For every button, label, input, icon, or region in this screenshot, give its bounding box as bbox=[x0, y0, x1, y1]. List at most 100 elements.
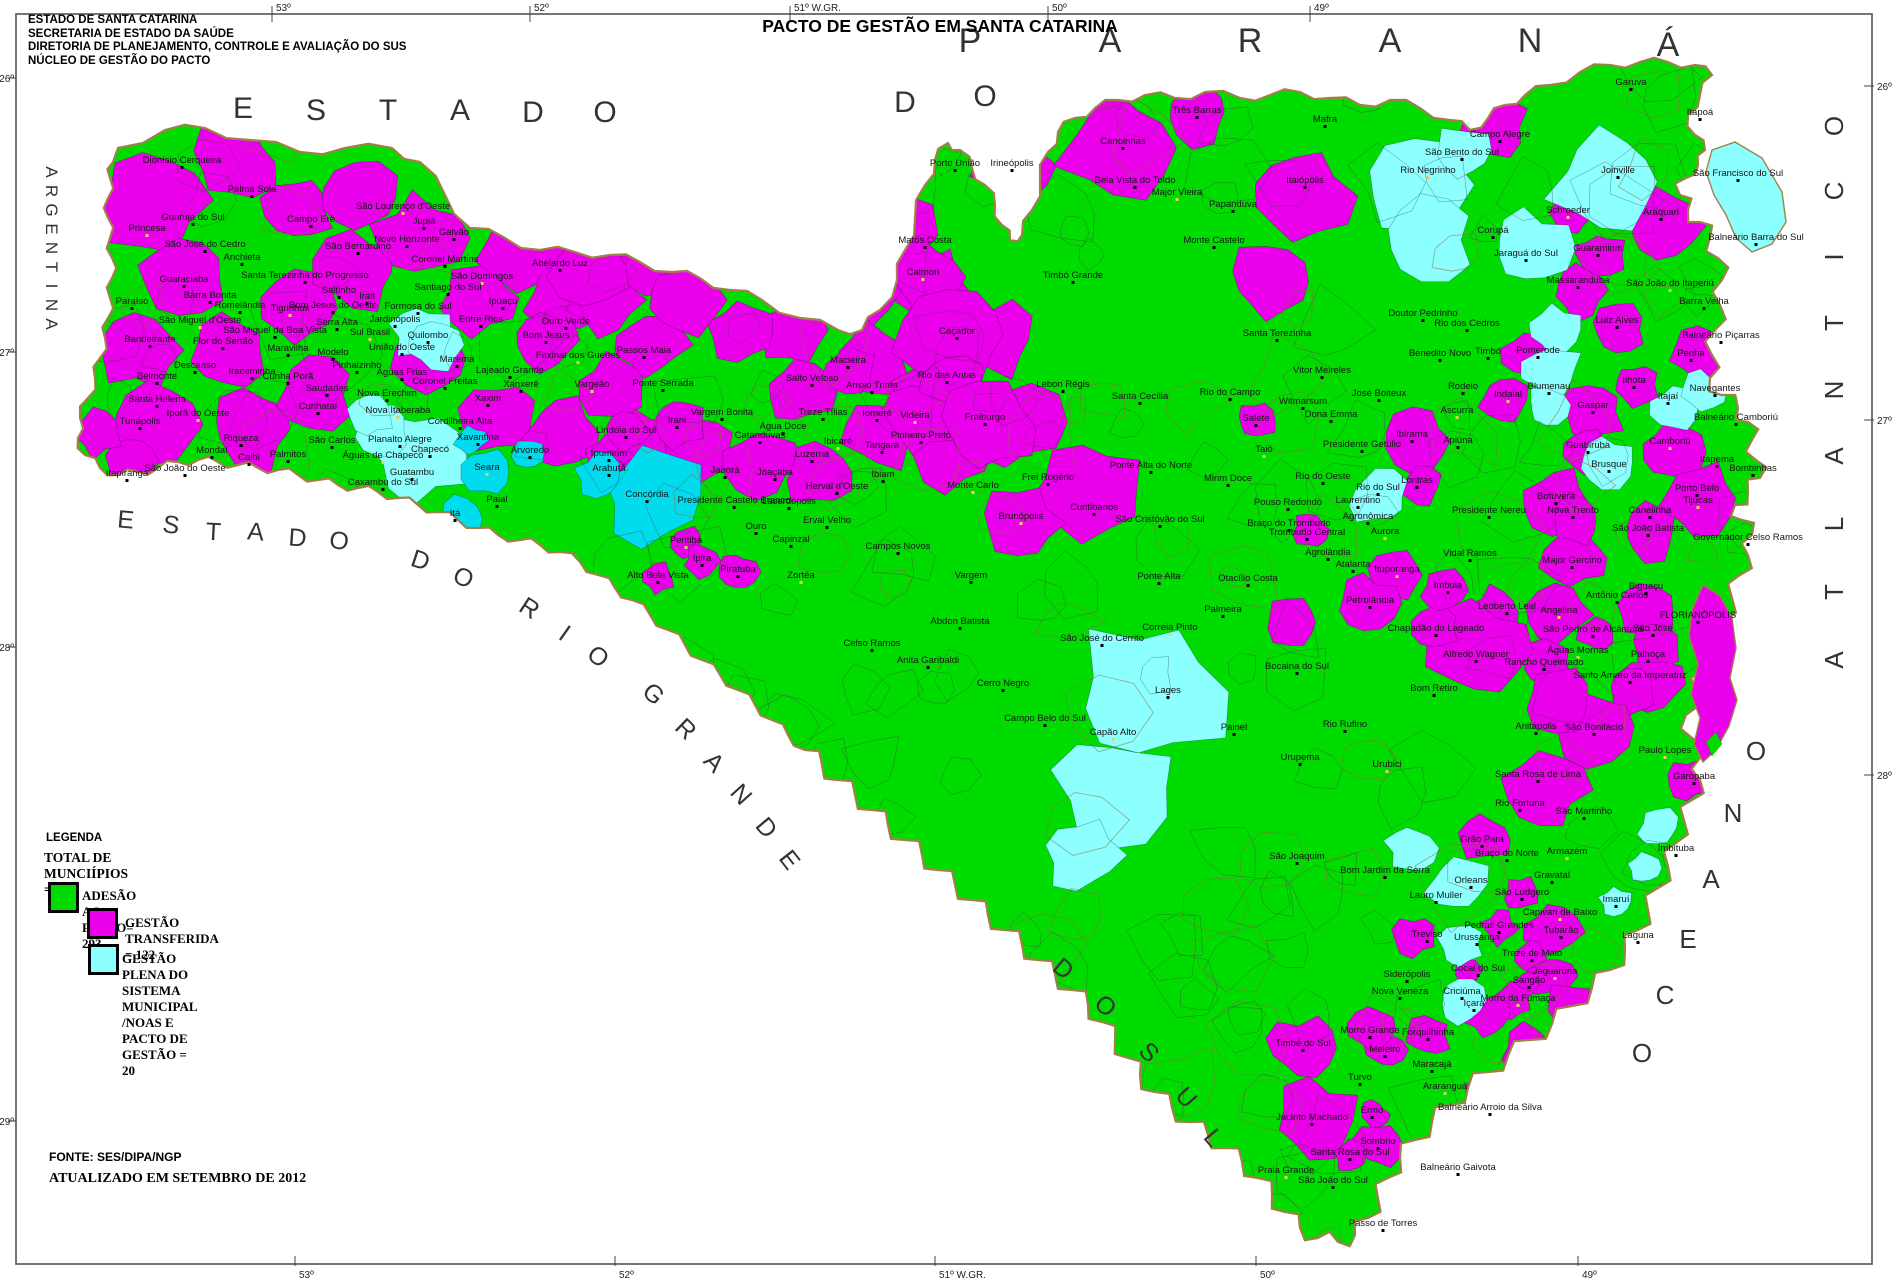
city-dot bbox=[145, 234, 149, 237]
municipal-boundary bbox=[1243, 159, 1315, 207]
municipal-boundary bbox=[743, 176, 786, 208]
city-label: Caibi bbox=[238, 452, 260, 463]
municipal-boundary bbox=[833, 990, 914, 1067]
municipal-boundary bbox=[280, 707, 308, 739]
city-label: Doutor Pedrinho bbox=[1388, 308, 1457, 319]
city-label: Rio dos Cedros bbox=[1434, 318, 1500, 329]
municipal-boundary bbox=[1256, 390, 1320, 454]
geo-letter: C bbox=[1656, 980, 1675, 1010]
city-label: Campo Erê bbox=[287, 214, 335, 225]
tick-label-bottom: 52º bbox=[619, 1270, 634, 1281]
city-label: Painel bbox=[1221, 722, 1247, 733]
city-dot bbox=[1475, 943, 1479, 946]
municipal-boundary bbox=[1340, 739, 1398, 780]
municipal-boundary bbox=[1723, 823, 1767, 857]
city-dot bbox=[196, 419, 200, 422]
municipal-boundary bbox=[415, 1110, 454, 1144]
municipal-boundary bbox=[1180, 978, 1220, 1011]
city-label: Três Barras bbox=[1172, 105, 1222, 116]
city-label: Apiúna bbox=[1443, 435, 1473, 446]
municipal-boundary bbox=[633, 210, 672, 252]
region-patch bbox=[721, 432, 804, 502]
city-label: Iraceminha bbox=[229, 366, 277, 377]
city-dot bbox=[1461, 392, 1465, 395]
municipal-boundary bbox=[990, 375, 1044, 427]
city-label: São Joaquim bbox=[1269, 851, 1325, 862]
city-dot bbox=[381, 488, 385, 491]
city-label: Macieira bbox=[830, 355, 867, 366]
map-frame bbox=[15, 13, 1873, 1265]
city-dot bbox=[1368, 1036, 1372, 1039]
city-dot bbox=[1456, 1173, 1460, 1176]
city-label: Schroeder bbox=[1546, 205, 1590, 216]
municipal-boundary bbox=[221, 1055, 276, 1098]
city-label: Ponte Alta bbox=[1137, 571, 1181, 582]
city-label: Videira bbox=[900, 410, 930, 421]
municipal-boundary bbox=[1616, 57, 1703, 103]
city-dot bbox=[1591, 411, 1595, 414]
city-dot bbox=[1696, 621, 1700, 624]
city-dot bbox=[1446, 591, 1450, 594]
city-dot bbox=[1547, 392, 1551, 395]
region-patch bbox=[1085, 628, 1230, 754]
municipal-boundary bbox=[850, 538, 915, 607]
city-label: Mondaí bbox=[196, 445, 228, 456]
municipal-boundary bbox=[370, 890, 421, 936]
city-dot bbox=[1520, 898, 1524, 901]
municipal-boundary bbox=[1599, 830, 1675, 893]
city-label: Paraíso bbox=[116, 296, 149, 307]
municipal-boundary bbox=[179, 171, 237, 228]
city-label: Otacílio Costa bbox=[1218, 573, 1278, 584]
municipal-boundary bbox=[759, 583, 799, 616]
geo-letter: A bbox=[1702, 864, 1720, 894]
tick-label-left: 27º bbox=[0, 348, 14, 359]
city-label: Nova Itaberaba bbox=[366, 405, 432, 416]
city-label: Santa Rosa de Lima bbox=[1495, 769, 1582, 780]
city-dot bbox=[1301, 1049, 1305, 1052]
municipal-boundary bbox=[703, 708, 737, 745]
region-patch bbox=[773, 149, 862, 232]
city-label: Maravilha bbox=[267, 343, 309, 354]
city-dot bbox=[193, 371, 197, 374]
city-label: Iporã do Oeste bbox=[167, 408, 230, 419]
city-label: Major Gercino bbox=[1542, 555, 1602, 566]
city-dot bbox=[1166, 696, 1170, 699]
city-dot bbox=[1175, 198, 1179, 201]
city-dot bbox=[1434, 901, 1438, 904]
city-dot bbox=[1666, 402, 1670, 405]
city-label: Saltinho bbox=[322, 285, 356, 296]
city-label: Criciúma bbox=[1443, 986, 1481, 997]
city-dot bbox=[1524, 259, 1528, 262]
city-label: São Pedro de Alcântara bbox=[1543, 624, 1644, 635]
municipal-boundary bbox=[855, 366, 937, 438]
city-label: São Lourenço d'Oeste bbox=[356, 201, 450, 212]
city-dot bbox=[789, 545, 793, 548]
city-dot bbox=[443, 265, 447, 268]
geo-letter: T bbox=[42, 262, 61, 272]
region-patch bbox=[1530, 386, 1572, 426]
city-label: Cocal do Sul bbox=[1451, 963, 1505, 974]
city-dot bbox=[426, 341, 430, 344]
region-patch bbox=[1615, 366, 1659, 409]
city-label: Planalto Alegre bbox=[368, 434, 432, 445]
region-patch bbox=[346, 394, 393, 437]
geo-letter: O bbox=[1632, 1038, 1652, 1068]
city-label: Chapecó bbox=[411, 444, 449, 455]
city-dot bbox=[1158, 525, 1162, 528]
city-dot bbox=[799, 581, 803, 584]
city-dot bbox=[1043, 724, 1047, 727]
city-dot bbox=[1505, 612, 1509, 615]
legend-swatch-transferida bbox=[87, 908, 118, 939]
city-dot bbox=[1566, 216, 1570, 219]
city-dot bbox=[590, 390, 594, 393]
city-label: Paulo Lopes bbox=[1639, 745, 1692, 756]
city-dot bbox=[1351, 570, 1355, 573]
municipal-boundary bbox=[1201, 182, 1239, 215]
city-label: Botuverá bbox=[1537, 491, 1576, 502]
tick-label-bottom: 49º bbox=[1582, 1270, 1597, 1281]
city-label: Dionísio Cerqueira bbox=[143, 155, 222, 166]
city-label: Curitibanos bbox=[1070, 502, 1118, 513]
city-label: Blumenau bbox=[1528, 381, 1571, 392]
city-dot bbox=[486, 404, 490, 407]
